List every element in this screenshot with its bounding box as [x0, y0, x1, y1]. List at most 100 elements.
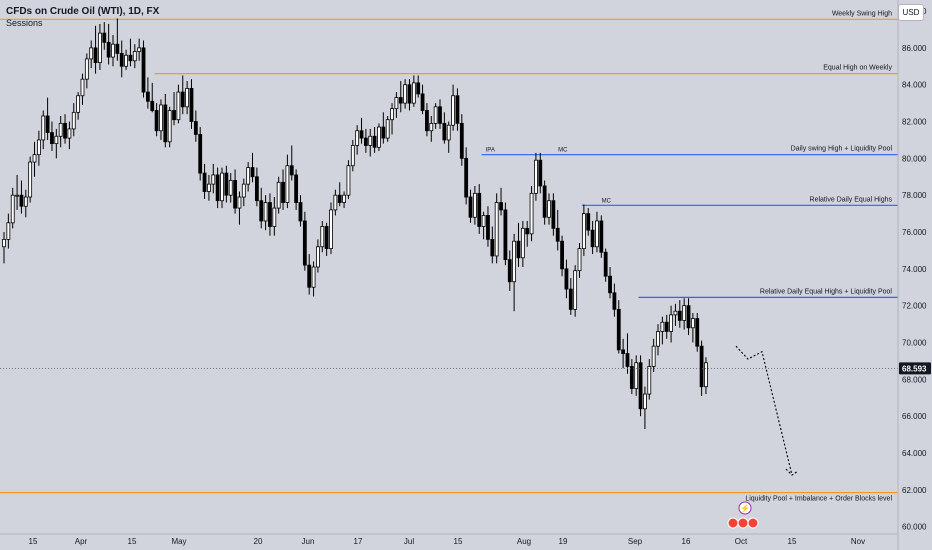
annotation-label: MC	[558, 148, 568, 154]
candle	[128, 38, 133, 67]
candle	[472, 185, 477, 225]
candle	[102, 22, 107, 50]
candle-body-down	[438, 106, 442, 124]
candle-body-up	[71, 111, 76, 130]
candle	[507, 250, 512, 291]
projection-line	[735, 345, 793, 476]
price-tick-label: 84.000	[902, 81, 927, 90]
candle-body-up	[494, 202, 499, 257]
candle	[690, 313, 695, 343]
candle-body-down	[302, 220, 307, 266]
candle-body-up	[84, 58, 89, 80]
currency-button[interactable]: USD	[898, 4, 924, 21]
candle	[525, 220, 530, 247]
candle-body-up	[2, 238, 6, 248]
candle	[590, 220, 595, 255]
event-markers[interactable]: ⚡	[727, 501, 759, 529]
us-flag-event-icon[interactable]	[727, 517, 739, 529]
price-tick-label: 80.000	[902, 154, 927, 163]
us-flag-event-icon[interactable]	[737, 517, 749, 529]
candle	[411, 75, 416, 107]
candle	[215, 167, 220, 209]
candle-body-down	[106, 41, 111, 58]
lightning-event-icon[interactable]	[738, 501, 752, 515]
candle	[381, 112, 386, 144]
indicator-label[interactable]: Sessions	[6, 18, 43, 28]
price-tick-label: 76.000	[902, 228, 927, 237]
candle-body-down	[324, 226, 329, 249]
annotation-label: MC	[602, 198, 612, 204]
candle	[50, 121, 54, 151]
candle-body-down	[102, 32, 107, 43]
candle	[534, 152, 538, 201]
candle	[119, 40, 124, 78]
candle-body-up	[673, 310, 678, 316]
candle-body-down	[603, 251, 608, 277]
candle-body-down	[119, 53, 124, 67]
candle	[111, 34, 115, 67]
candle	[664, 314, 669, 339]
price-tick-label: 82.000	[902, 118, 927, 127]
candle-body-up	[433, 106, 438, 124]
candle-body-down	[499, 202, 503, 211]
candle	[337, 182, 342, 207]
candle-body-down	[172, 110, 176, 121]
candle-body-down	[198, 134, 203, 174]
candle	[28, 156, 33, 203]
candle	[438, 99, 442, 129]
candle	[67, 121, 72, 150]
candle	[468, 189, 473, 223]
candle-body-down	[459, 122, 464, 159]
candle-body-down	[525, 227, 530, 235]
candle	[503, 202, 508, 266]
candle	[516, 222, 521, 267]
price-axis[interactable]: 88.00086.00084.00082.00080.00078.00076.0…	[899, 7, 931, 532]
time-tick-label: 15	[788, 537, 797, 546]
candle	[19, 180, 24, 214]
candle	[669, 305, 673, 343]
us-flag-event-icon[interactable]	[747, 517, 759, 529]
candle-body-down	[695, 318, 700, 347]
candle-body-up	[76, 95, 81, 113]
candle-body-up	[316, 246, 320, 268]
candle-body-up	[246, 167, 251, 185]
candle-body-down	[442, 122, 447, 141]
time-axis[interactable]: 15 Apr 15 May 20 Jun 17 Jul 15 Aug 19 Sep 16 Oct 15 Nov	[29, 537, 866, 546]
candle-body-up	[6, 222, 11, 240]
candle	[608, 267, 612, 299]
candle-body-down	[538, 159, 543, 187]
candle	[167, 106, 172, 148]
candle	[320, 220, 325, 253]
candle-body-down	[516, 240, 521, 259]
candle	[560, 235, 564, 277]
candle	[63, 114, 67, 144]
candle	[76, 92, 81, 120]
candle	[355, 125, 360, 155]
candle-body-down	[93, 47, 98, 64]
candle	[704, 357, 708, 395]
candle-body-down	[455, 95, 460, 124]
candle-body-down	[128, 54, 133, 62]
candle	[634, 355, 639, 396]
candle	[150, 82, 155, 113]
candle	[45, 97, 50, 140]
candle-body-down	[699, 345, 704, 388]
price-tick-label: 70.000	[902, 338, 927, 347]
candle	[573, 265, 578, 317]
candle	[311, 261, 316, 297]
candle-body-up	[58, 122, 63, 137]
candle-body-down	[359, 130, 364, 139]
candle-body-down	[180, 91, 185, 108]
time-tick-label: Jul	[404, 537, 414, 546]
candle-body-up	[355, 130, 360, 146]
candle-body-up	[368, 135, 373, 146]
candle	[329, 202, 333, 255]
candle-body-down	[625, 353, 630, 367]
candle-body-down	[193, 121, 198, 135]
candle-body-up	[28, 161, 33, 198]
candle	[93, 25, 98, 74]
candle-body-down	[19, 194, 24, 207]
candle	[455, 88, 460, 131]
